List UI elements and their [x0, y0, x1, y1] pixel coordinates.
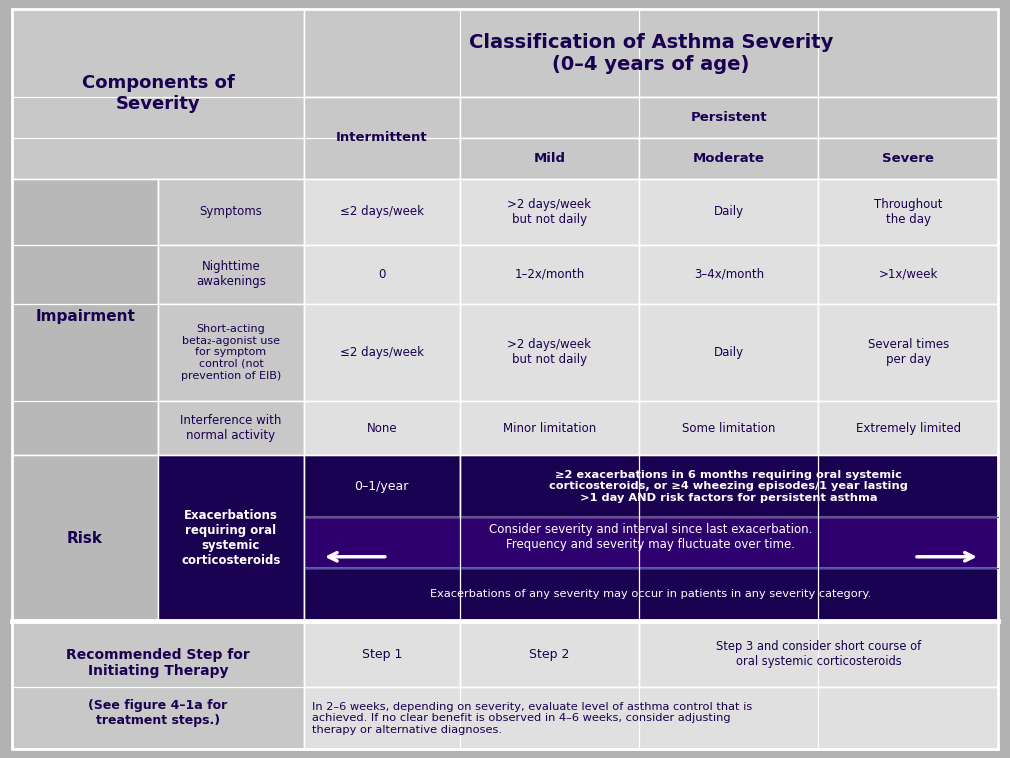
Text: Extremely limited: Extremely limited: [855, 421, 961, 434]
Bar: [304, 9, 998, 97]
Text: Minor limitation: Minor limitation: [503, 421, 596, 434]
Text: Daily: Daily: [714, 346, 743, 359]
Bar: [460, 303, 639, 401]
Text: Risk: Risk: [67, 531, 103, 546]
Bar: [304, 518, 998, 568]
Bar: [158, 456, 304, 621]
Bar: [12, 9, 304, 179]
Bar: [460, 456, 998, 518]
Bar: [818, 138, 998, 179]
Text: Recommended Step for
Initiating Therapy: Recommended Step for Initiating Therapy: [66, 648, 249, 678]
Text: Mild: Mild: [533, 152, 566, 164]
Bar: [12, 179, 158, 456]
Text: Nighttime
awakenings: Nighttime awakenings: [196, 260, 266, 288]
Bar: [304, 688, 998, 749]
Text: Exacerbations of any severity may occur in patients in any severity category.: Exacerbations of any severity may occur …: [430, 590, 872, 600]
Bar: [158, 303, 304, 401]
Text: Components of
Severity: Components of Severity: [82, 74, 234, 113]
Bar: [460, 138, 639, 179]
Text: Symptoms: Symptoms: [200, 205, 263, 218]
Text: Severe: Severe: [883, 152, 934, 164]
Bar: [460, 401, 639, 456]
Text: Daily: Daily: [714, 205, 743, 218]
Text: >2 days/week
but not daily: >2 days/week but not daily: [507, 198, 592, 226]
Bar: [818, 245, 998, 303]
Text: Several times
per day: Several times per day: [868, 338, 948, 366]
Text: Consider severity and interval since last exacerbation.
Frequency and severity m: Consider severity and interval since las…: [489, 522, 813, 550]
Bar: [158, 401, 304, 456]
Text: Interference with
normal activity: Interference with normal activity: [180, 414, 282, 442]
Bar: [304, 303, 460, 401]
Bar: [639, 138, 818, 179]
Bar: [304, 568, 998, 621]
Text: Exacerbations
requiring oral
systemic
corticosteroids: Exacerbations requiring oral systemic co…: [181, 509, 281, 567]
Bar: [818, 179, 998, 245]
Text: Classification of Asthma Severity
(0–4 years of age): Classification of Asthma Severity (0–4 y…: [469, 33, 833, 74]
Text: Persistent: Persistent: [691, 111, 767, 124]
Text: 1–2x/month: 1–2x/month: [514, 268, 585, 280]
Text: Step 2: Step 2: [529, 647, 570, 661]
Bar: [304, 621, 460, 688]
Bar: [639, 621, 998, 688]
Bar: [639, 401, 818, 456]
Text: >2 days/week
but not daily: >2 days/week but not daily: [507, 338, 592, 366]
Text: ≤2 days/week: ≤2 days/week: [339, 346, 424, 359]
Bar: [304, 97, 460, 179]
Text: Short-acting
beta₂-agonist use
for symptom
control (not
prevention of EIB): Short-acting beta₂-agonist use for sympt…: [181, 324, 281, 381]
Text: Intermittent: Intermittent: [336, 131, 427, 144]
Bar: [304, 179, 460, 245]
Text: Throughout
the day: Throughout the day: [874, 198, 942, 226]
Bar: [304, 245, 460, 303]
Bar: [304, 456, 460, 518]
Bar: [460, 621, 639, 688]
Text: In 2–6 weeks, depending on severity, evaluate level of asthma control that is
ac: In 2–6 weeks, depending on severity, eva…: [312, 702, 752, 735]
Bar: [304, 401, 460, 456]
Bar: [639, 179, 818, 245]
Bar: [158, 179, 304, 245]
Bar: [460, 179, 639, 245]
Text: Some limitation: Some limitation: [682, 421, 776, 434]
Text: 3–4x/month: 3–4x/month: [694, 268, 764, 280]
Bar: [158, 245, 304, 303]
Text: Impairment: Impairment: [35, 309, 135, 324]
Text: ≤2 days/week: ≤2 days/week: [339, 205, 424, 218]
Text: ≥2 exacerbations in 6 months requiring oral systemic
corticosteroids, or ≥4 whee: ≥2 exacerbations in 6 months requiring o…: [549, 470, 908, 503]
Bar: [12, 456, 158, 621]
Bar: [818, 303, 998, 401]
Bar: [639, 245, 818, 303]
Bar: [12, 621, 304, 749]
Text: Step 3 and consider short course of
oral systemic corticosteroids: Step 3 and consider short course of oral…: [716, 641, 921, 669]
Text: >1x/week: >1x/week: [879, 268, 938, 280]
Text: Step 1: Step 1: [362, 647, 402, 661]
Bar: [460, 245, 639, 303]
Bar: [818, 401, 998, 456]
Text: Moderate: Moderate: [693, 152, 765, 164]
Text: 0–1/year: 0–1/year: [355, 480, 409, 493]
Bar: [460, 97, 998, 138]
Bar: [639, 303, 818, 401]
Text: None: None: [367, 421, 397, 434]
Text: (See figure 4–1a for
treatment steps.): (See figure 4–1a for treatment steps.): [89, 699, 227, 727]
Text: 0: 0: [378, 268, 386, 280]
